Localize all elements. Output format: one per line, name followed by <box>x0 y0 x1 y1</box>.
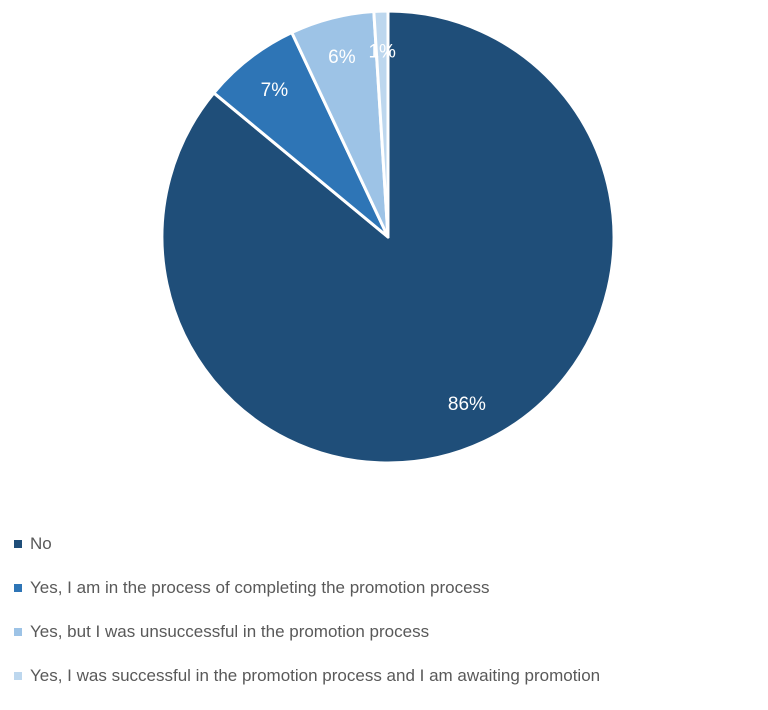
pie-data-label-1: 7% <box>261 80 289 101</box>
pie-slice-3 <box>372 9 390 239</box>
legend-swatch-icon <box>14 540 22 548</box>
pie-chart: 86% 7% 6% 1% <box>160 9 616 465</box>
legend-label: Yes, I was successful in the promotion p… <box>30 666 601 685</box>
pie-data-label-2: 6% <box>328 47 356 68</box>
chart-legend: No Yes, I am in the process of completing… <box>14 534 764 710</box>
legend-item-0: No <box>14 534 764 554</box>
legend-swatch-icon <box>14 584 22 592</box>
legend-swatch-icon <box>14 672 22 680</box>
pie-data-labels: 86% 7% 6% 1% <box>261 41 486 415</box>
pie-slices <box>160 9 616 465</box>
legend-item-1: Yes, I am in the process of completing t… <box>14 578 764 598</box>
legend-item-3: Yes, I was successful in the promotion p… <box>14 666 764 686</box>
pie-data-label-0: 86% <box>448 394 486 415</box>
legend-swatch-icon <box>14 628 22 636</box>
legend-item-2: Yes, but I was unsuccessful in the promo… <box>14 622 764 642</box>
legend-label: No <box>30 534 52 553</box>
legend-label: Yes, I am in the process of completing t… <box>30 578 490 597</box>
pie-chart-svg: 86% 7% 6% 1% <box>160 9 616 465</box>
legend-label: Yes, but I was unsuccessful in the promo… <box>30 622 430 641</box>
pie-data-label-3: 1% <box>368 41 396 62</box>
